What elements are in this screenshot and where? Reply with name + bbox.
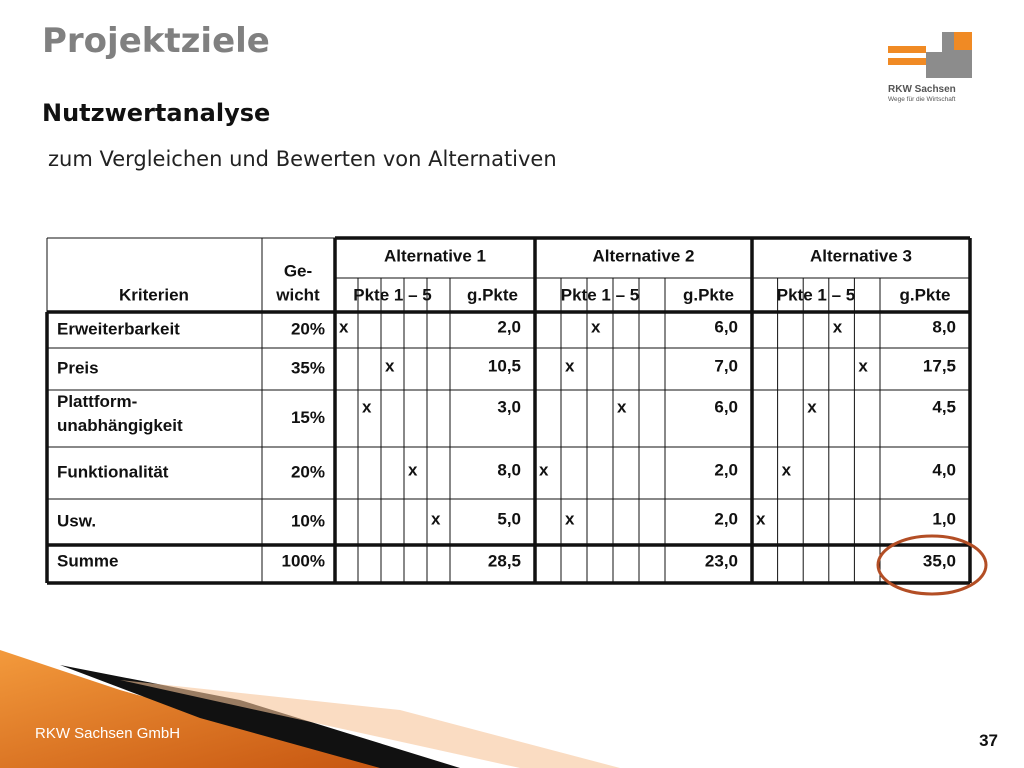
score-mark: x [362,397,372,416]
criterion: unabhängigkeit [57,416,183,435]
header-points: Pkte 1 – 5 [561,285,639,304]
weight: 20% [291,462,325,481]
criterion: Preis [57,358,99,377]
weighted-points: 2,0 [714,509,738,528]
header-alternative: Alternative 1 [384,246,486,265]
footer-company: RKW Sachsen GmbH [35,725,180,742]
total-value: 23,0 [705,551,738,570]
score-mark: x [431,509,441,528]
total-weight: 100% [282,551,325,570]
weighted-points: 2,0 [497,317,521,336]
criterion: Usw. [57,511,96,530]
header-points: Pkte 1 – 5 [777,285,855,304]
total-value: 28,5 [488,551,521,570]
description: zum Vergleichen und Bewerten von Alterna… [48,147,557,171]
score-mark: x [385,356,395,375]
weight: 35% [291,358,325,377]
score-mark: x [617,397,627,416]
weighted-points: 3,0 [497,397,521,416]
score-mark: x [858,356,868,375]
header-weight: Ge- [284,261,312,280]
score-mark: x [539,460,549,479]
page-number: 37 [979,731,998,750]
footer-decoration [0,650,620,768]
logo-name: RKW Sachsen [888,84,956,95]
weighted-points: 8,0 [932,317,956,336]
weighted-points: 1,0 [932,509,956,528]
total-value: 35,0 [923,551,956,570]
title: Projektziele [42,21,270,61]
score-mark: x [591,317,601,336]
header-weighted: g.Pkte [899,285,950,304]
weighted-points: 7,0 [714,356,738,375]
criterion: Funktionalität [57,462,169,481]
header-alternative: Alternative 2 [592,246,694,265]
subtitle: Nutzwertanalyse [42,99,270,127]
criterion: Plattform- [57,392,137,411]
weighted-points: 17,5 [923,356,956,375]
weighted-points: 4,0 [932,460,956,479]
header-weighted: g.Pkte [467,285,518,304]
logo-slogan: Wege für die Wirtschaft [888,96,956,103]
weight: 10% [291,511,325,530]
header-weighted: g.Pkte [683,285,734,304]
weighted-points: 6,0 [714,397,738,416]
weighted-points: 8,0 [497,460,521,479]
total-criterion: Summe [57,551,118,570]
logo: RKW Sachsen Wege für die Wirtschaft [888,32,972,103]
score-mark: x [339,317,349,336]
score-mark: x [833,317,843,336]
weight: 15% [291,408,325,427]
weighted-points: 4,5 [932,397,956,416]
highlight-circle [876,534,988,596]
score-mark: x [408,460,418,479]
weighted-points: 5,0 [497,509,521,528]
score-mark: x [782,460,792,479]
score-mark: x [565,356,575,375]
header-points: Pkte 1 – 5 [353,285,431,304]
header-alternative: Alternative 3 [810,246,912,265]
score-mark: x [756,509,766,528]
score-mark: x [807,397,817,416]
weight: 20% [291,319,325,338]
header-criterion: Kriterien [119,285,189,304]
weighted-points: 6,0 [714,317,738,336]
weighted-points: 2,0 [714,460,738,479]
header-weight: wicht [275,285,320,304]
score-mark: x [565,509,575,528]
weighted-points: 10,5 [488,356,521,375]
criterion: Erweiterbarkeit [57,319,180,338]
table: Kriterien Ge-wicht Alternative 1 Pkte 1 – 5… [45,236,972,585]
